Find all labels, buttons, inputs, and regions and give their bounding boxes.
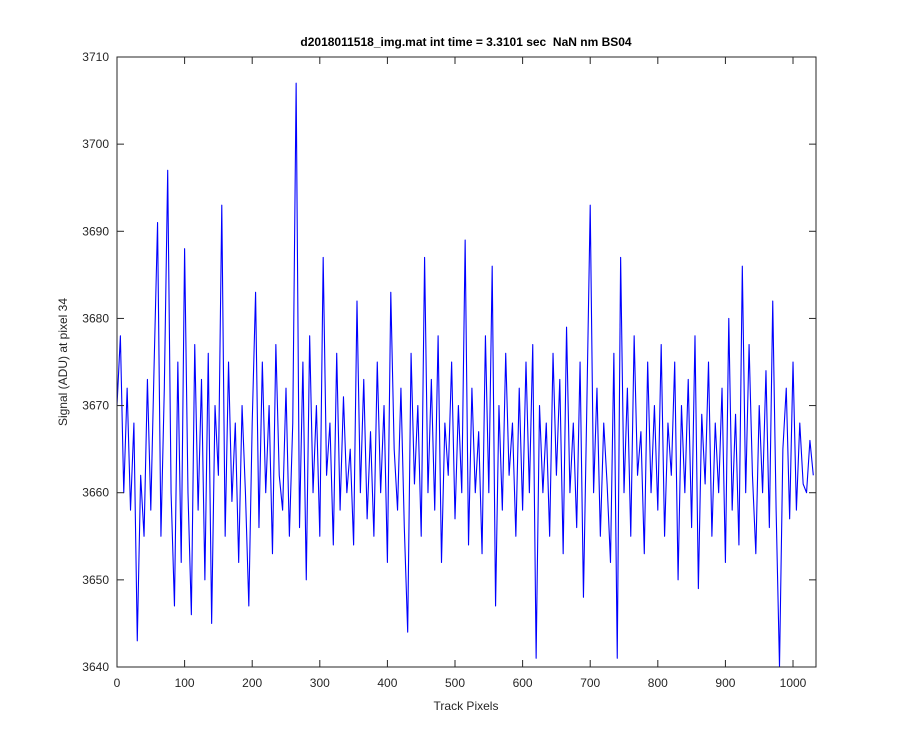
- y-tick-label: 3640: [82, 660, 109, 674]
- x-tick-label: 1000: [780, 676, 807, 690]
- y-tick-label: 3670: [82, 399, 109, 413]
- x-axis-label: Track Pixels: [434, 699, 499, 713]
- chart-title: d2018011518_img.mat int time = 3.3101 se…: [300, 35, 632, 49]
- axes-box: [116, 56, 817, 668]
- y-tick-label: 3660: [82, 486, 109, 500]
- y-axis-label: Signal (ADU) at pixel 34: [56, 298, 70, 426]
- y-tick-label: 3690: [82, 224, 109, 238]
- x-tick-label: 700: [580, 676, 600, 690]
- y-tick-label: 3700: [82, 137, 109, 151]
- x-tick-label: 100: [175, 676, 195, 690]
- y-tick-label: 3680: [82, 311, 109, 325]
- y-tick-label: 3650: [82, 573, 109, 587]
- x-tick-label: 200: [242, 676, 262, 690]
- x-tick-label: 400: [377, 676, 397, 690]
- y-tick-label: 3710: [82, 50, 109, 64]
- x-tick-label: 500: [445, 676, 465, 690]
- x-tick-label: 900: [715, 676, 735, 690]
- x-tick-label: 0: [114, 676, 121, 690]
- data-line: [116, 82, 814, 668]
- x-tick-label: 300: [310, 676, 330, 690]
- x-tick-label: 800: [648, 676, 668, 690]
- x-tick-label: 600: [513, 676, 533, 690]
